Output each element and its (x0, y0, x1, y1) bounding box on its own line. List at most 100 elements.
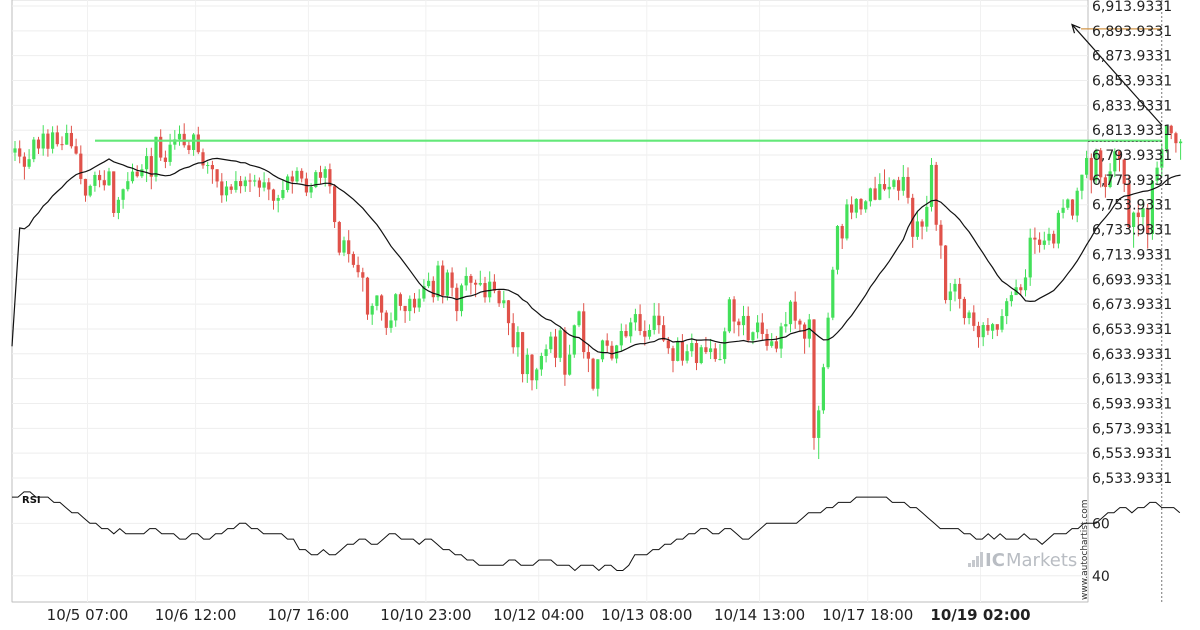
candle-body (1113, 151, 1117, 172)
candle-body (1075, 190, 1079, 216)
candle (539, 352, 543, 376)
candle-body (1085, 157, 1089, 175)
candle-body (760, 322, 764, 334)
candle-body (854, 198, 858, 213)
candle (384, 310, 388, 335)
candle (469, 273, 473, 295)
candle (516, 326, 520, 357)
candle (98, 170, 102, 188)
candle-body (271, 189, 276, 201)
candle-body (690, 343, 694, 352)
candle (1023, 269, 1028, 297)
candle-body (544, 349, 548, 356)
x-tick-label: 10/6 12:00 (155, 606, 237, 624)
candle (986, 318, 990, 336)
candle-body (389, 320, 393, 328)
candle-body (788, 301, 793, 325)
candle-body (351, 253, 355, 265)
candle-body (1164, 125, 1169, 150)
candle (51, 126, 55, 154)
candle-body (525, 354, 529, 375)
candle (224, 181, 229, 202)
candle-body (558, 330, 562, 358)
candle-body (704, 347, 708, 353)
candle (271, 188, 276, 210)
candle-body (224, 186, 229, 196)
candle (27, 149, 31, 169)
candle (995, 324, 999, 337)
candle-body (79, 153, 83, 179)
candle-body (605, 340, 609, 346)
candle-body (1038, 239, 1042, 245)
candle-body (1150, 180, 1154, 234)
candle-body (1132, 212, 1136, 228)
candle-body (13, 148, 17, 153)
candle (699, 344, 703, 365)
chart-grid (11, 0, 1089, 603)
candle-body (591, 358, 595, 389)
candle (455, 283, 459, 322)
candle (154, 136, 158, 182)
candle (817, 405, 821, 460)
candle (417, 289, 421, 312)
candle-body (694, 343, 699, 364)
candle (488, 271, 492, 303)
candle-body (384, 312, 388, 328)
candle-body (88, 185, 92, 196)
candle (220, 173, 224, 203)
price-plot (11, 0, 1183, 602)
candle-body (826, 317, 830, 368)
candle-body (991, 324, 995, 331)
candle (210, 160, 214, 184)
candle (145, 147, 149, 183)
candle-body (300, 170, 304, 179)
candles (13, 123, 1183, 460)
candle-body (962, 298, 966, 319)
y-tick-label: 6,593.9331 (1092, 396, 1172, 412)
candle-body (709, 348, 713, 353)
candle (121, 188, 125, 209)
candle (253, 174, 257, 187)
candle (897, 176, 901, 201)
candle-body (1141, 208, 1145, 218)
candle-body (1033, 237, 1037, 240)
candle-body (915, 221, 919, 237)
candle (215, 169, 219, 188)
candle-body (549, 336, 553, 350)
candle-body (182, 133, 186, 146)
candle-body (145, 156, 149, 170)
x-tick-label: 10/12 04:00 (493, 606, 584, 624)
candle (723, 327, 727, 364)
candle (854, 198, 858, 219)
candle-body (116, 199, 120, 213)
candle-body (469, 275, 473, 283)
candle-body (234, 181, 238, 190)
candle (958, 277, 962, 309)
candle (69, 125, 73, 149)
y-tick-label: 6,893.9331 (1092, 24, 1172, 40)
candle (652, 302, 656, 335)
candle-body (154, 136, 158, 177)
candle (948, 283, 952, 312)
candle (13, 141, 17, 162)
candle-body (859, 198, 863, 210)
candle (55, 125, 59, 147)
candle-body (1155, 167, 1159, 181)
candle (1066, 198, 1070, 210)
candle-body (32, 139, 36, 160)
candle (168, 133, 172, 166)
candle (864, 200, 868, 213)
candle (229, 184, 233, 194)
candle (558, 327, 562, 363)
levels (95, 0, 1163, 602)
candle-body (1061, 207, 1065, 213)
candle-body (286, 176, 290, 190)
candle (845, 199, 849, 241)
candle-body (239, 181, 243, 187)
candle (788, 300, 793, 333)
candle (431, 276, 435, 303)
candle (727, 297, 731, 334)
candle-body (1127, 183, 1131, 228)
candle-body (356, 264, 360, 273)
